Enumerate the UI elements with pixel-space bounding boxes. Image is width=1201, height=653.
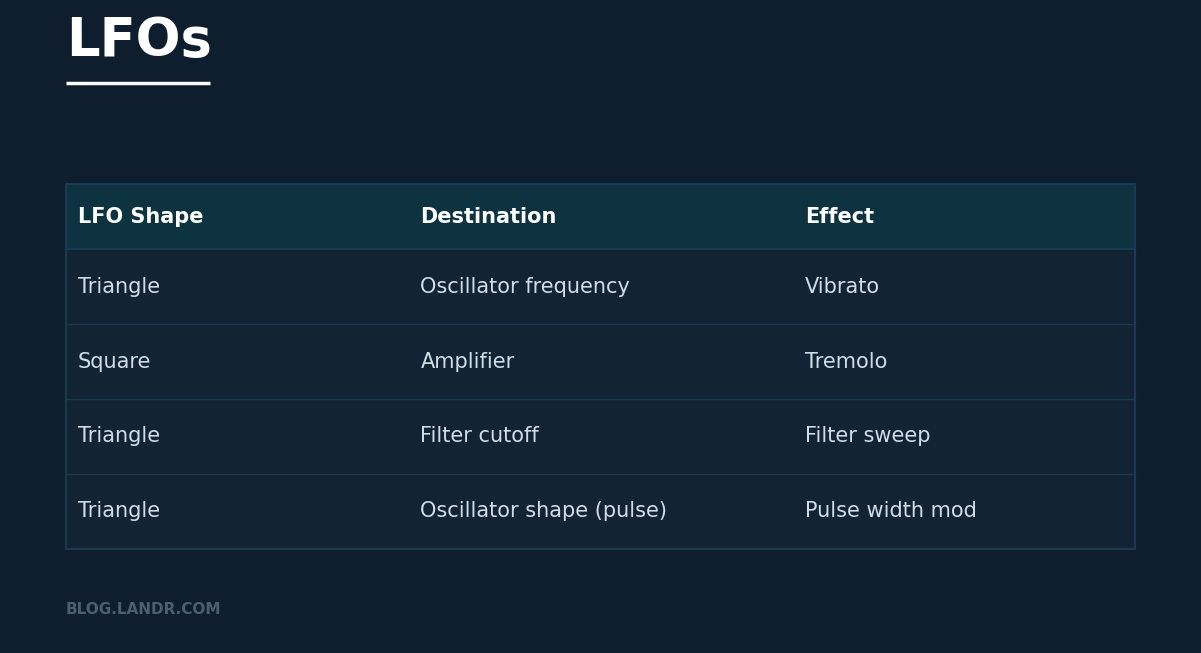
Text: Destination: Destination xyxy=(420,206,557,227)
FancyBboxPatch shape xyxy=(66,399,1135,474)
Text: Pulse width mod: Pulse width mod xyxy=(805,502,976,521)
Text: Filter sweep: Filter sweep xyxy=(805,426,930,447)
FancyBboxPatch shape xyxy=(66,324,1135,399)
Text: Filter cutoff: Filter cutoff xyxy=(420,426,539,447)
Text: Square: Square xyxy=(78,351,151,372)
Text: Triangle: Triangle xyxy=(78,277,160,296)
Text: Tremolo: Tremolo xyxy=(805,351,888,372)
FancyBboxPatch shape xyxy=(66,184,1135,249)
Text: LFOs: LFOs xyxy=(66,15,211,67)
Text: Vibrato: Vibrato xyxy=(805,277,880,296)
Text: Amplifier: Amplifier xyxy=(420,351,514,372)
FancyBboxPatch shape xyxy=(66,474,1135,549)
Text: Triangle: Triangle xyxy=(78,502,160,521)
Text: LFO Shape: LFO Shape xyxy=(78,206,203,227)
Text: Oscillator frequency: Oscillator frequency xyxy=(420,277,631,296)
Text: Triangle: Triangle xyxy=(78,426,160,447)
Text: Oscillator shape (pulse): Oscillator shape (pulse) xyxy=(420,502,668,521)
Text: BLOG.LANDR.COM: BLOG.LANDR.COM xyxy=(66,602,221,617)
Text: Effect: Effect xyxy=(805,206,874,227)
FancyBboxPatch shape xyxy=(66,249,1135,324)
